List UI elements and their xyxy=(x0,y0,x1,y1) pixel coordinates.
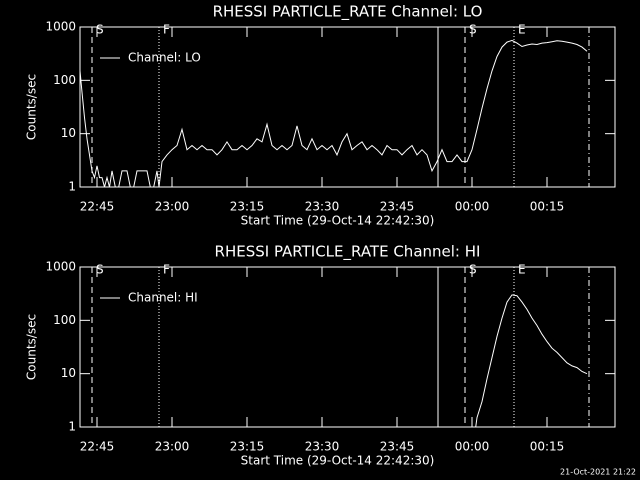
chart-title: RHESSI PARTICLE_RATE Channel: HI xyxy=(215,243,481,262)
y-tick-label: 1000 xyxy=(45,260,76,274)
y-axis-label: Counts/sec xyxy=(25,74,39,140)
y-tick-label: 100 xyxy=(53,313,76,327)
x-tick-label: 22:45 xyxy=(80,200,115,214)
x-axis-label: Start Time (29-Oct-14 22:42:30) xyxy=(241,214,435,228)
data-line xyxy=(475,294,588,427)
event-marker-label: E xyxy=(518,263,526,277)
timestamp: 21-Oct-2021 21:22 xyxy=(560,468,636,477)
x-tick-label: 00:15 xyxy=(530,200,565,214)
y-tick-label: 1000 xyxy=(45,20,76,34)
x-tick-label: 23:15 xyxy=(230,200,265,214)
event-marker-label: F xyxy=(163,23,170,37)
event-marker-label: S xyxy=(469,263,477,277)
event-marker-label: F xyxy=(163,263,170,277)
y-tick-label: 10 xyxy=(61,126,76,140)
event-marker-label: E xyxy=(518,23,526,37)
chart-title: RHESSI PARTICLE_RATE Channel: LO xyxy=(213,3,483,22)
x-tick-label: 22:45 xyxy=(80,440,115,454)
plot-area xyxy=(80,39,588,187)
event-marker-label: S xyxy=(469,23,477,37)
x-tick-label: 23:00 xyxy=(155,440,190,454)
x-tick-label: 23:30 xyxy=(305,200,340,214)
x-tick-label: 00:00 xyxy=(455,200,490,214)
event-marker-label: S xyxy=(96,23,104,37)
y-tick-label: 1 xyxy=(68,420,76,434)
x-tick-label: 23:30 xyxy=(305,440,340,454)
x-tick-label: 23:00 xyxy=(155,200,190,214)
plot-frame xyxy=(79,266,616,428)
plot-area xyxy=(475,294,588,427)
data-line xyxy=(80,39,588,187)
x-tick-label: 00:15 xyxy=(530,440,565,454)
y-tick-label: 100 xyxy=(53,73,76,87)
x-axis-label: Start Time (29-Oct-14 22:42:30) xyxy=(241,454,435,468)
legend-label: Channel: HI xyxy=(128,291,198,305)
y-axis-label: Counts/sec xyxy=(25,314,39,380)
y-tick-label: 1 xyxy=(68,180,76,194)
y-tick-label: 10 xyxy=(61,366,76,380)
x-tick-label: 23:45 xyxy=(380,200,415,214)
x-tick-label: 00:00 xyxy=(455,440,490,454)
plot-frame xyxy=(79,26,616,188)
event-marker-label: S xyxy=(96,263,104,277)
legend-label: Channel: LO xyxy=(128,51,201,65)
x-tick-label: 23:15 xyxy=(230,440,265,454)
x-tick-label: 23:45 xyxy=(380,440,415,454)
